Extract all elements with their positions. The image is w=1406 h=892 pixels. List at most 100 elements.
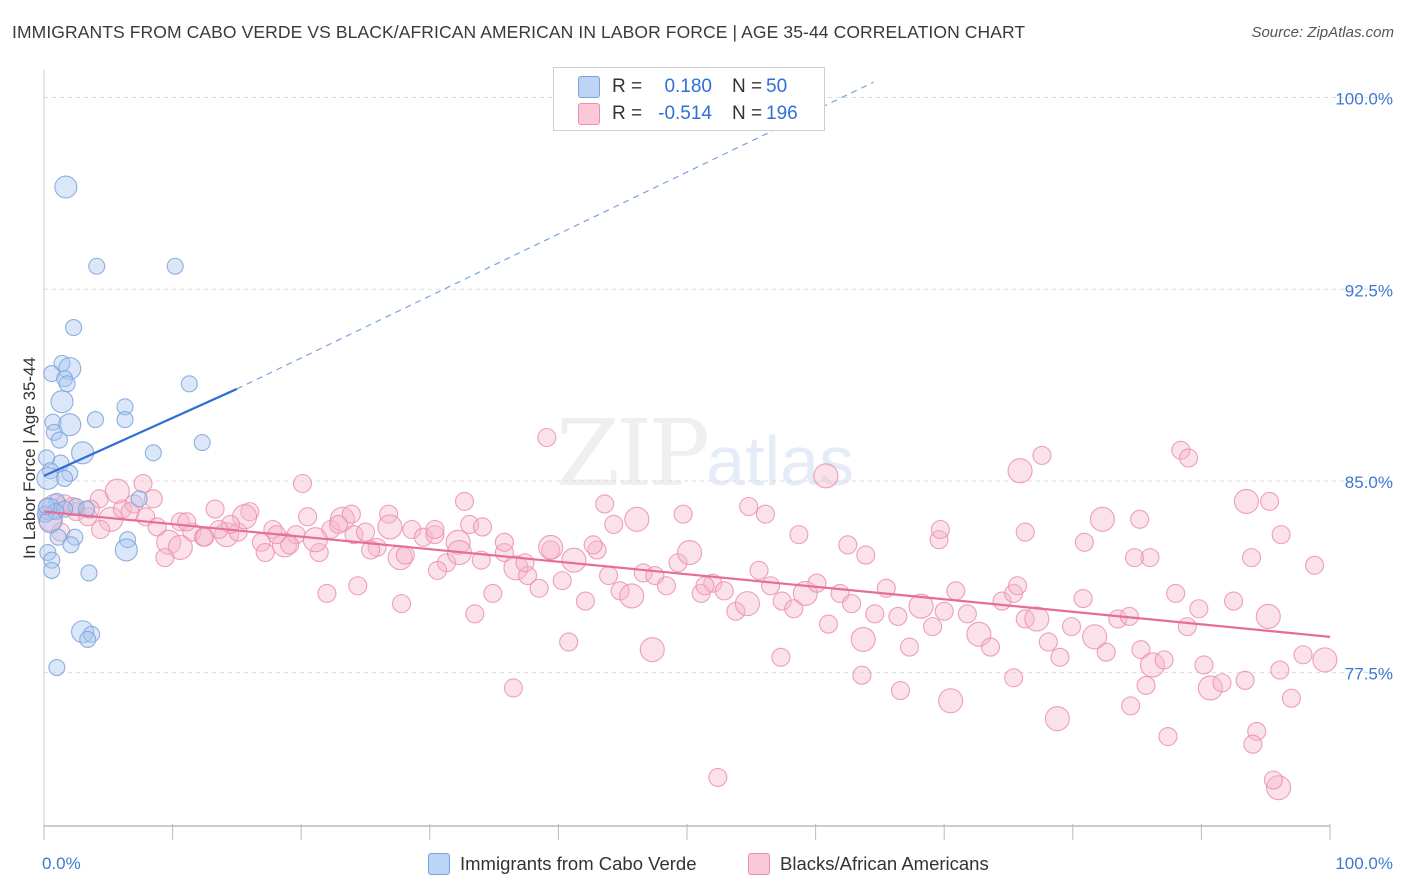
- legend-n-label: N =: [732, 76, 763, 97]
- data-point: [552, 571, 572, 591]
- data-point: [130, 490, 148, 508]
- data-point: [899, 637, 920, 657]
- data-point: [298, 507, 318, 527]
- data-point: [1096, 642, 1116, 662]
- data-point: [292, 473, 313, 494]
- data-point: [503, 678, 523, 698]
- data-point: [483, 583, 503, 603]
- data-point: [43, 561, 61, 579]
- data-point: [1224, 591, 1244, 611]
- data-point: [813, 463, 839, 489]
- data-point: [583, 535, 603, 555]
- legend-swatch-blue: [428, 853, 450, 875]
- data-point: [1242, 548, 1262, 568]
- data-point: [1139, 652, 1166, 678]
- data-point: [71, 620, 95, 644]
- data-point: [425, 525, 445, 545]
- data-point: [1312, 647, 1338, 673]
- data-point: [852, 665, 872, 685]
- data-point: [708, 767, 728, 787]
- y-axis-label: In Labor Force | Age 35-44: [20, 357, 39, 559]
- data-point: [850, 626, 876, 652]
- source-credit: Source: ZipAtlas.com: [1251, 24, 1394, 41]
- data-point: [537, 427, 557, 448]
- data-point: [1247, 721, 1267, 741]
- data-point: [65, 319, 83, 337]
- data-point: [890, 680, 911, 701]
- data-point: [177, 512, 197, 532]
- legend-r-label: R =: [612, 103, 643, 124]
- data-point: [957, 604, 977, 624]
- axes: [43, 70, 1331, 840]
- data-point: [807, 573, 827, 593]
- data-point: [48, 658, 66, 677]
- data-point: [116, 398, 134, 416]
- data-point: [749, 560, 769, 580]
- data-point: [1197, 675, 1223, 701]
- data-point: [1158, 726, 1178, 747]
- data-point: [348, 576, 368, 596]
- data-point: [677, 539, 703, 566]
- data-point: [865, 604, 885, 624]
- data-point: [413, 527, 433, 547]
- data-point: [619, 583, 645, 609]
- data-point: [1044, 706, 1070, 732]
- data-point: [923, 617, 943, 637]
- data-point: [361, 540, 381, 560]
- data-point: [1007, 576, 1028, 596]
- chart-title: IMMIGRANTS FROM CABO VERDE VS BLACK/AFRI…: [12, 22, 1026, 42]
- data-point: [1136, 675, 1156, 695]
- data-point: [789, 525, 809, 545]
- data-point: [739, 496, 759, 517]
- data-point: [656, 576, 676, 596]
- data-point: [1271, 525, 1291, 545]
- data-point: [604, 514, 624, 534]
- data-point: [1281, 688, 1301, 708]
- data-point: [761, 576, 781, 596]
- data-point: [1089, 506, 1115, 532]
- data-point: [79, 630, 97, 648]
- data-point: [734, 591, 760, 617]
- data-point: [595, 494, 615, 514]
- data-point: [80, 564, 98, 582]
- data-point: [908, 593, 934, 619]
- watermark: ZIPatlas: [556, 400, 854, 507]
- data-point: [1061, 617, 1082, 637]
- data-point: [1007, 458, 1033, 484]
- data-point: [1140, 548, 1160, 568]
- data-point: [39, 543, 57, 562]
- data-point: [58, 375, 76, 393]
- data-point: [929, 530, 949, 550]
- watermark-zip: ZIP: [556, 400, 710, 507]
- data-point: [695, 576, 715, 596]
- data-point: [402, 519, 422, 540]
- data-point: [1189, 599, 1209, 619]
- trend-line-blue-extension: [236, 81, 874, 390]
- data-point: [91, 519, 111, 540]
- data-point: [838, 535, 858, 555]
- data-point: [771, 647, 791, 667]
- data-point: [58, 356, 82, 381]
- data-point: [38, 510, 62, 534]
- data-point: [930, 519, 950, 540]
- data-point: [133, 473, 153, 494]
- data-point: [1233, 488, 1259, 514]
- data-point: [341, 504, 361, 524]
- legend-swatch-pink: [578, 103, 600, 125]
- data-point: [1124, 548, 1145, 568]
- data-point: [1050, 647, 1070, 667]
- data-point: [36, 466, 60, 490]
- data-point: [166, 257, 184, 275]
- data-point: [49, 528, 67, 546]
- data-point: [445, 529, 471, 555]
- blue-series-points: [36, 175, 211, 677]
- data-point: [1293, 645, 1313, 665]
- pink-series-points: [37, 427, 1338, 801]
- legend-row-pink: R = -0.514 N = 196: [578, 102, 798, 126]
- legend-n-value: 196: [766, 103, 798, 124]
- y-tick-label: 77.5%: [1345, 665, 1393, 684]
- data-point: [1212, 673, 1232, 693]
- data-point: [515, 553, 535, 573]
- y-tick-label: 92.5%: [1345, 281, 1393, 300]
